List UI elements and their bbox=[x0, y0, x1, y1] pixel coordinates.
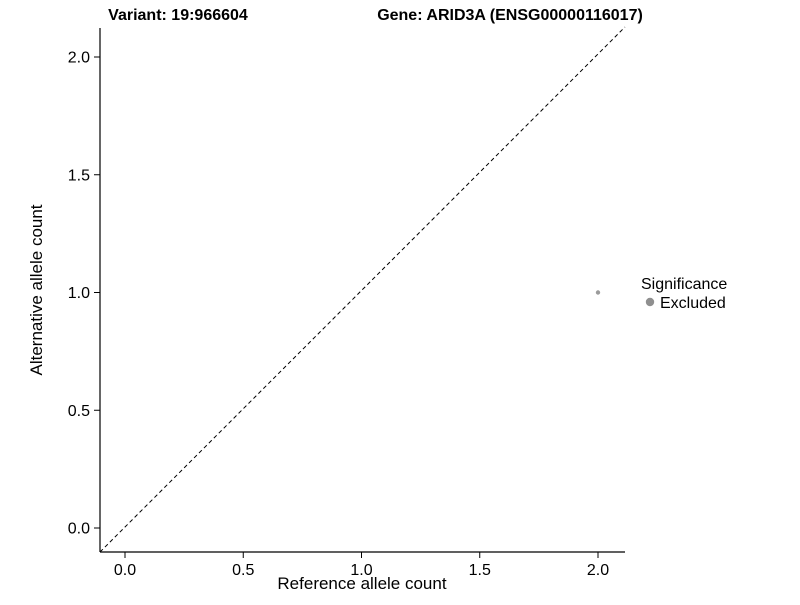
y-tick-label: 2.0 bbox=[68, 50, 90, 67]
points-layer bbox=[595, 290, 601, 295]
x-tick-label: 1.0 bbox=[350, 562, 372, 579]
chart-title-variant: Variant: 19:966604 bbox=[108, 7, 248, 24]
x-tick-label: 1.5 bbox=[469, 562, 491, 579]
x-tick-label: 0.5 bbox=[232, 562, 254, 579]
y-tick-label: 1.0 bbox=[68, 285, 90, 302]
chart-title-gene: Gene: ARID3A (ENSG00000116017) bbox=[377, 7, 643, 24]
legend-title: Significance bbox=[641, 276, 727, 293]
y-axis-title: Alternative allele count bbox=[27, 204, 46, 375]
y-tick-label: 0.5 bbox=[68, 403, 90, 420]
legend: Significance Excluded bbox=[641, 276, 727, 312]
y-tick-label: 0.0 bbox=[68, 521, 90, 538]
identity-reference-line bbox=[99, 26, 626, 553]
legend-entry-label: Excluded bbox=[660, 295, 726, 312]
y-axis-ticks: 2.0 1.5 1.0 0.5 0.0 bbox=[68, 50, 100, 538]
y-tick-label: 1.5 bbox=[68, 168, 90, 185]
x-axis-title: Reference allele count bbox=[277, 574, 446, 593]
legend-key-dot bbox=[645, 297, 655, 307]
x-tick-label: 0.0 bbox=[114, 562, 136, 579]
data-point bbox=[595, 290, 601, 295]
x-axis-ticks: 0.0 0.5 1.0 1.5 2.0 bbox=[114, 552, 609, 579]
x-tick-label: 2.0 bbox=[587, 562, 609, 579]
